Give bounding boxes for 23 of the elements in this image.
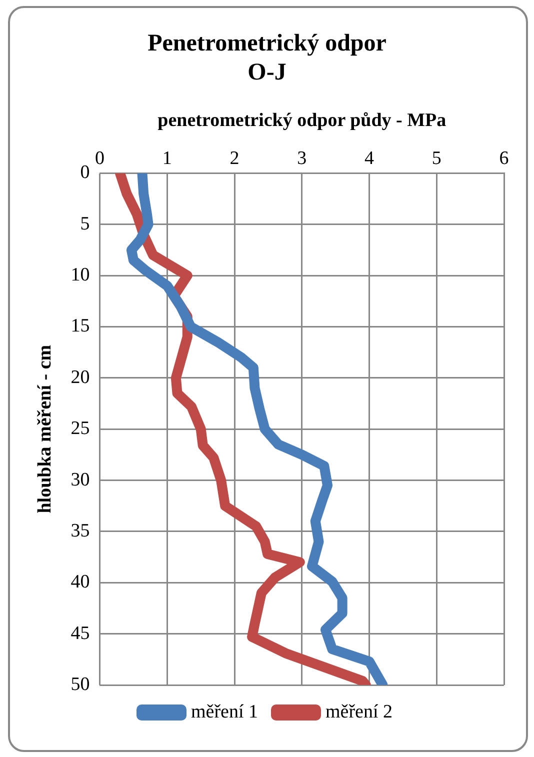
legend-label: měření 2 <box>326 701 393 722</box>
x-tick-label: 5 <box>432 148 442 169</box>
y-tick-label: 10 <box>70 264 90 286</box>
chart-title: Penetrometrický odpor O-J <box>148 30 387 86</box>
y-tick-label: 0 <box>80 162 90 184</box>
legend-label: měření 1 <box>191 701 258 722</box>
y-tick-label: 45 <box>70 622 90 644</box>
x-tick-label: 6 <box>499 148 509 169</box>
x-tick-label: 0 <box>95 148 105 169</box>
y-tick-label: 5 <box>80 213 90 234</box>
x-tick-label: 1 <box>162 148 172 169</box>
x-tick-label: 2 <box>230 148 240 169</box>
x-axis-title: penetrometrický odpor půdy - MPa <box>158 110 447 131</box>
y-tick-label: 35 <box>70 520 90 542</box>
y-tick-label: 50 <box>70 674 90 695</box>
y-tick-label: 40 <box>70 572 90 593</box>
y-tick-label: 15 <box>70 316 90 337</box>
x-tick-label: 3 <box>297 148 307 169</box>
y-tick-label: 25 <box>70 418 90 440</box>
y-tick-label: 30 <box>70 469 90 490</box>
x-tick-label: 4 <box>364 148 375 169</box>
y-axis-title: hloubka měření - cm <box>34 344 56 514</box>
y-tick-label: 20 <box>70 366 90 388</box>
